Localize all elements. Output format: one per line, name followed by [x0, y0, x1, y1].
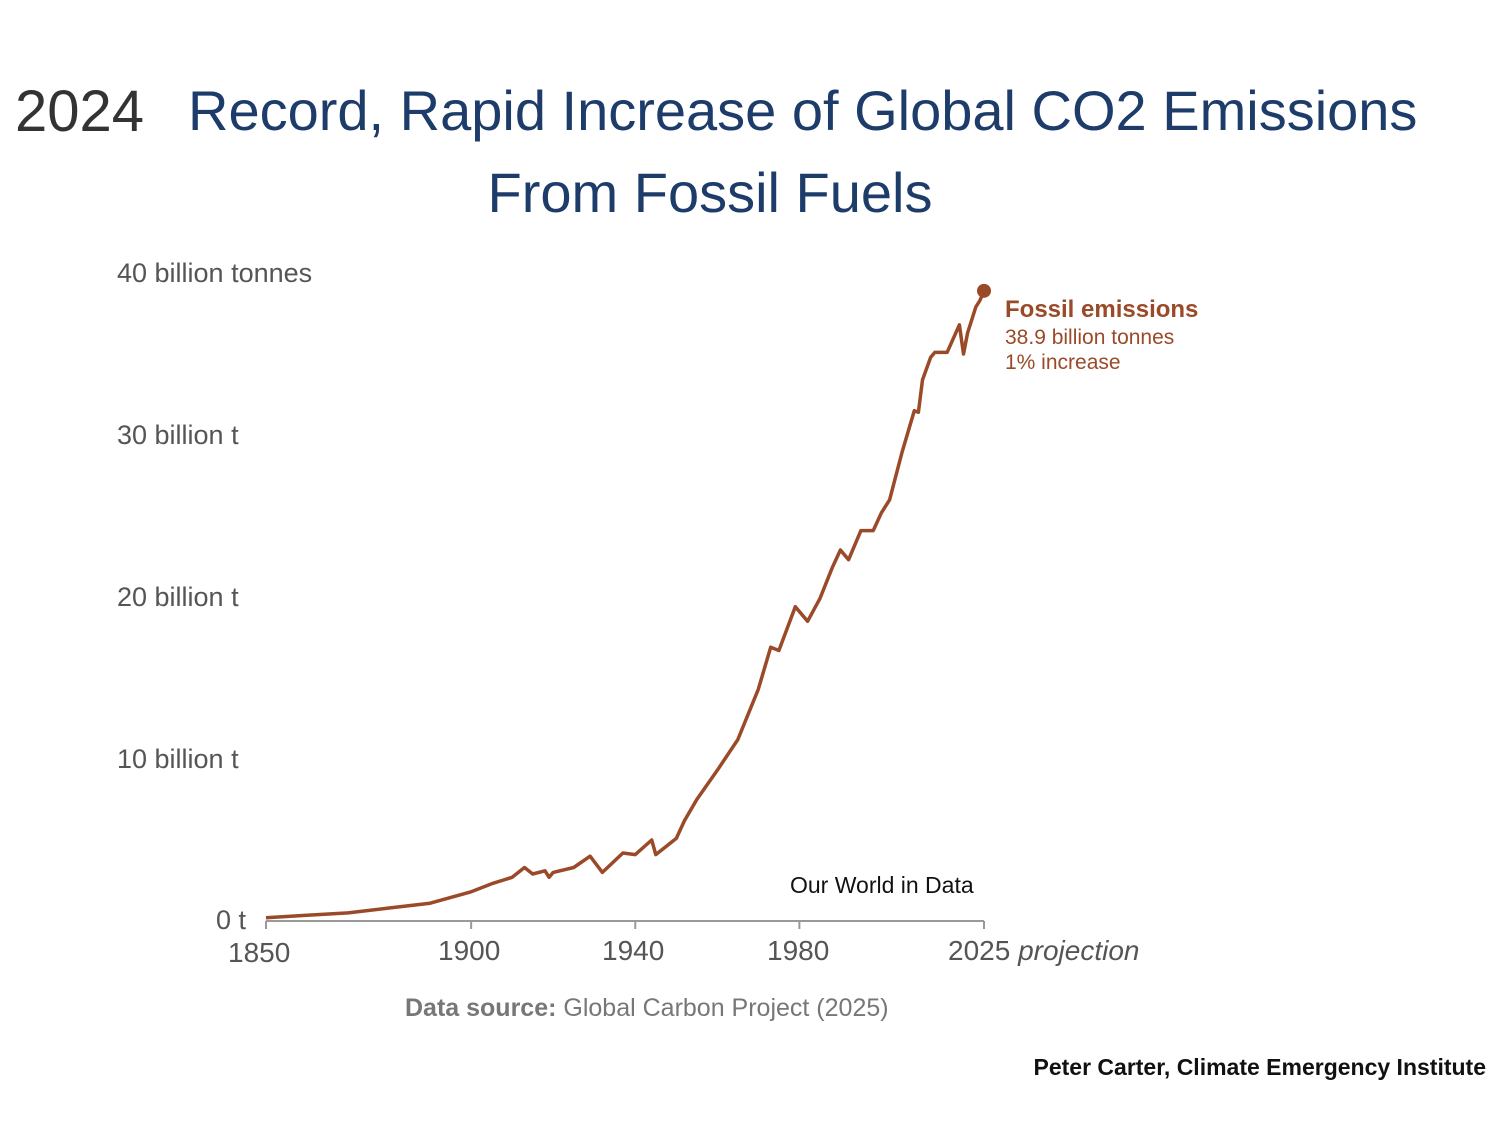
y-tick-label: 0 t: [216, 905, 247, 935]
title-line2: From Fossil Fuels: [487, 161, 933, 224]
x-tick-label-2025: 2025 projection: [948, 935, 1139, 967]
credit: Peter Carter, Climate Emergency Institut…: [1033, 1054, 1487, 1080]
owid-watermark: Our World in Data: [790, 872, 974, 898]
title-line1: Record, Rapid Increase of Global CO2 Emi…: [188, 79, 1418, 142]
y-tick-label: 10 billion t: [117, 744, 239, 774]
y-tick-label: 40 billion tonnes: [117, 258, 313, 288]
source-label: Data source:: [405, 994, 557, 1022]
x-tick-label: 1900: [438, 935, 501, 966]
data-source: Data source: Global Carbon Project (2025…: [405, 994, 889, 1023]
x-tick-label: 1940: [602, 935, 665, 966]
source-text: Global Carbon Project (2025): [563, 994, 889, 1022]
endpoint-marker: [977, 283, 991, 298]
annotation-change: 1% increase: [1005, 351, 1121, 374]
x-tick-label: 1850: [228, 937, 291, 968]
y-tick-label: 30 billion t: [117, 420, 239, 450]
annotation-series-name: Fossil emissions: [1005, 296, 1199, 323]
series-line-fossil-emissions: [265, 290, 986, 920]
projection-label: projection: [1018, 935, 1140, 966]
title-year: 2024: [15, 79, 145, 144]
x-tick-label: 1980: [767, 935, 830, 966]
y-tick-label: 20 billion t: [117, 582, 239, 612]
x-tick-year: 2025: [948, 935, 1011, 966]
annotation-value: 38.9 billion tonnes: [1005, 326, 1175, 349]
